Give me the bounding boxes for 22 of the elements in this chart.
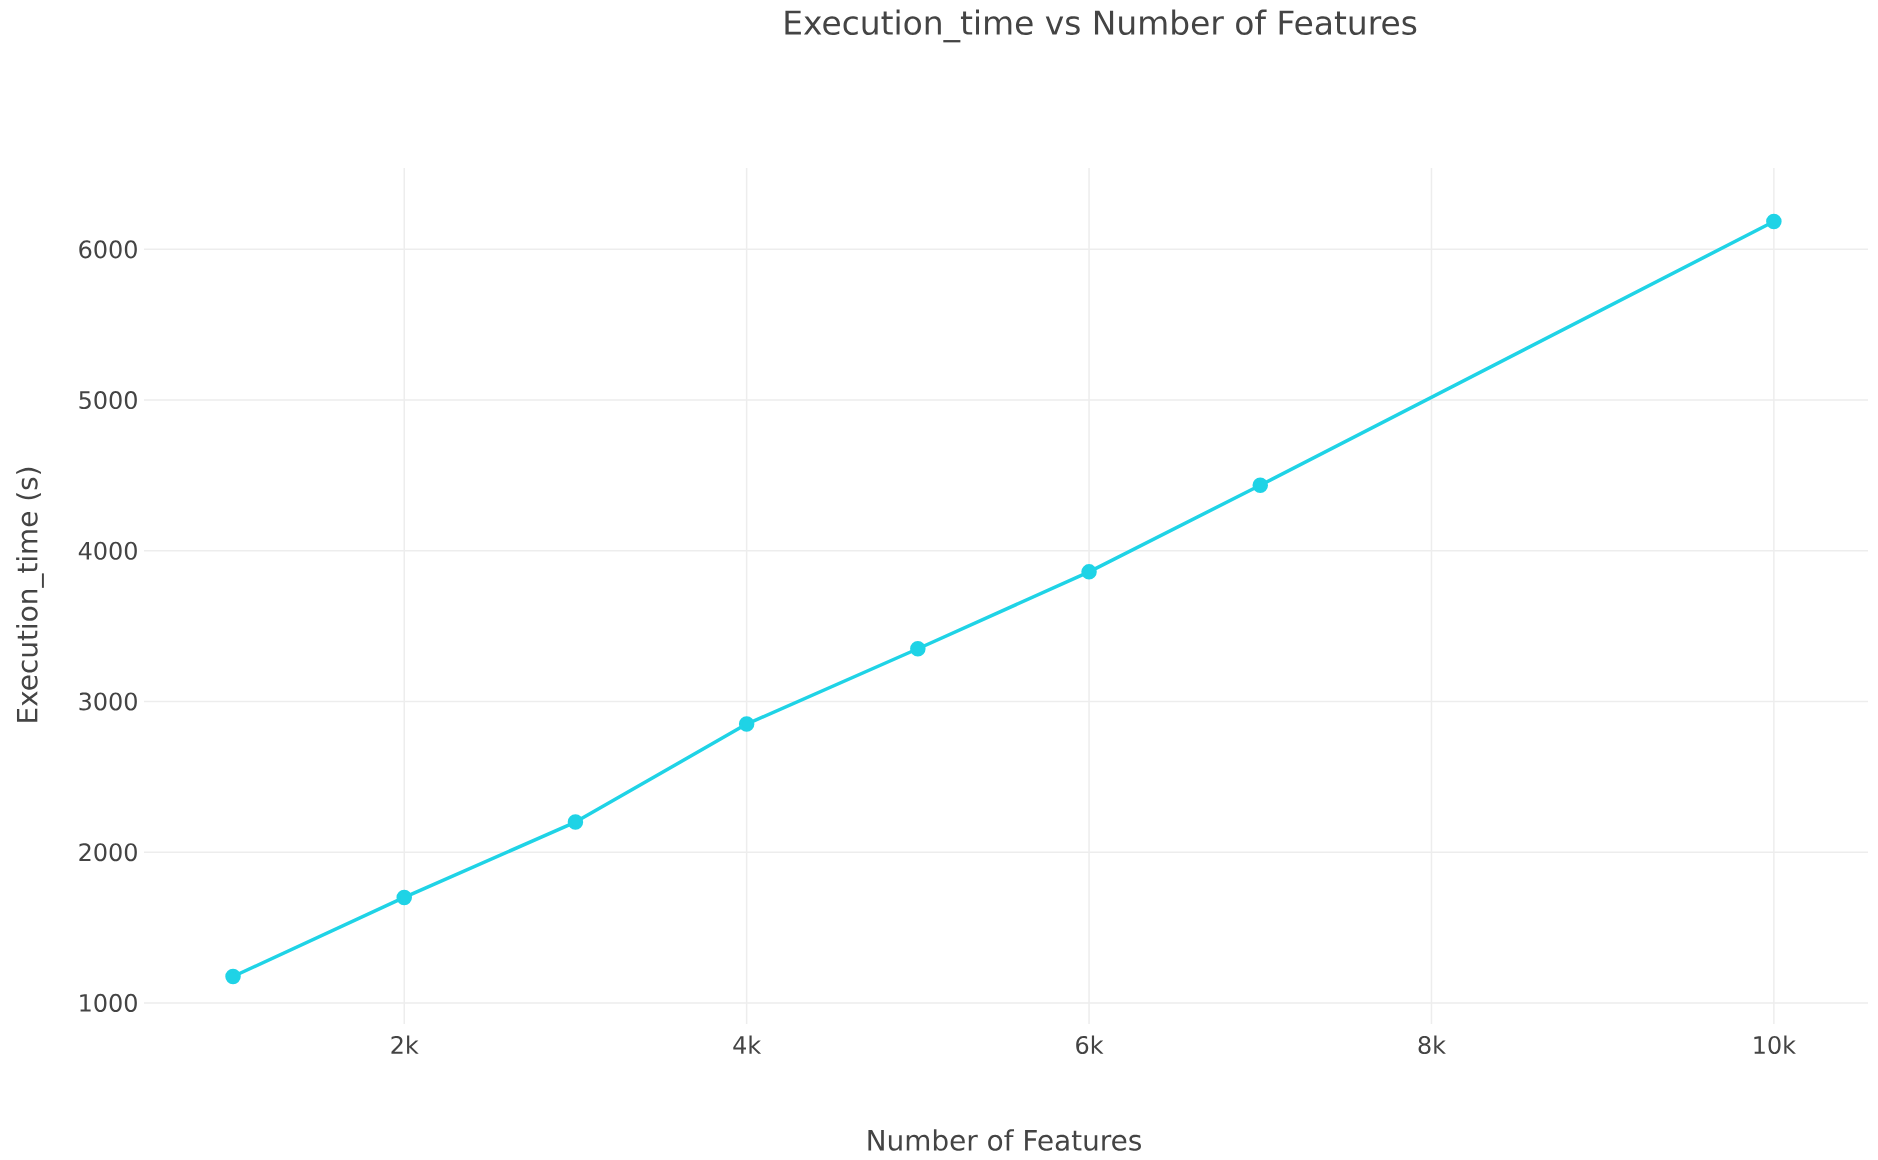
x-tick-label: 6k <box>1076 1035 1104 1055</box>
y-tick-label: 6000 <box>79 240 137 259</box>
point <box>567 814 584 830</box>
point <box>225 968 241 985</box>
point <box>396 889 412 906</box>
x-tick-label: 4k <box>733 1035 762 1054</box>
point <box>1081 564 1097 580</box>
chart-title: Execution_time vs Number of Features <box>785 9 1417 43</box>
x-tick-label: 2k <box>391 1035 419 1054</box>
y-tick-label: 2000 <box>79 843 137 862</box>
y-tick-label: 3000 <box>79 692 137 711</box>
x-axis-title: Number of Features <box>868 1129 1141 1151</box>
x-tick-label: 10k <box>1754 1035 1796 1055</box>
y-tick-label: 5000 <box>79 391 137 410</box>
y-tick-label: 1000 <box>80 993 137 1012</box>
point <box>738 716 755 732</box>
point <box>1766 213 1782 230</box>
x-tick-label: 8k <box>1418 1035 1446 1055</box>
point <box>910 640 926 657</box>
y-tick-label: 4000 <box>78 541 137 560</box>
point <box>1252 477 1269 493</box>
y-axis-title: Execution_time (s) <box>16 467 44 722</box>
